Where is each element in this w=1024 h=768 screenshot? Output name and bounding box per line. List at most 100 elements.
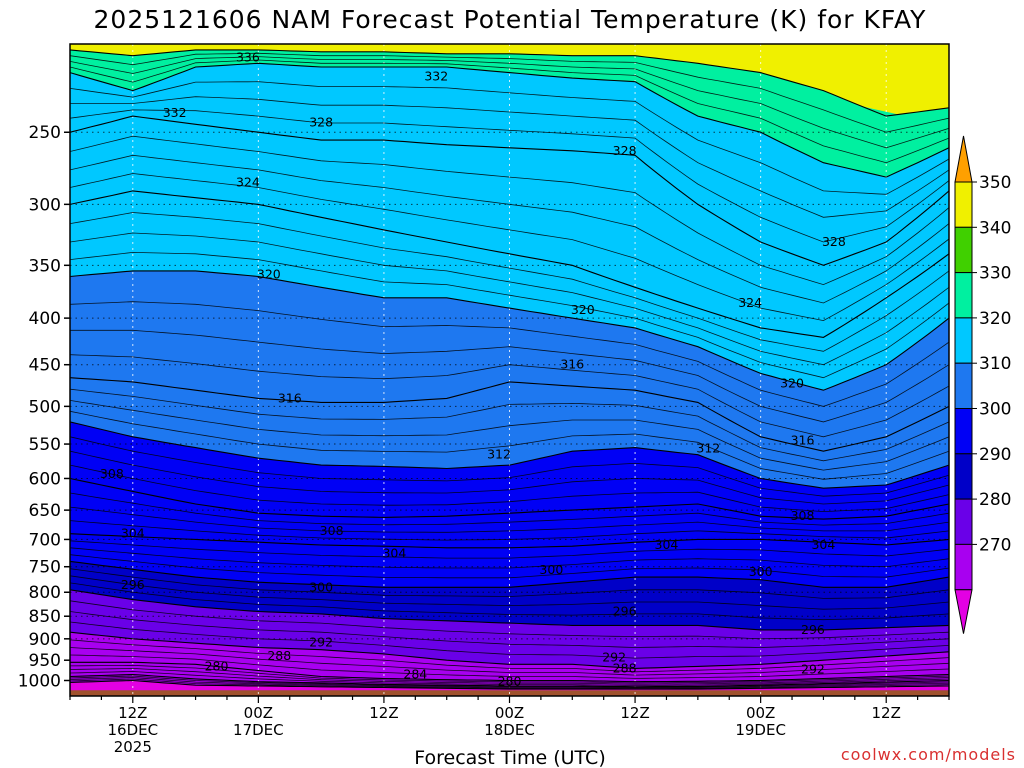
contour-label: 292 (602, 649, 626, 664)
contour-292 (70, 631, 949, 669)
contour-label: 292 (309, 634, 333, 649)
contour-minor (70, 388, 949, 462)
y-tick-label: 450 (29, 356, 61, 376)
band-fill-324 (70, 116, 949, 338)
contour-minor (70, 647, 949, 676)
contour-minor (70, 251, 949, 379)
contour-minor (70, 436, 949, 497)
contour-label: 308 (791, 508, 815, 523)
contour-minor (70, 109, 949, 243)
grid (70, 44, 949, 696)
contour-328 (70, 115, 949, 266)
contour-minor (70, 664, 949, 684)
y-tick-label: 950 (29, 651, 61, 671)
y-axis: 250 300 350 400 450 500 550 600 650 700 750 800 850 9… (18, 123, 70, 691)
contour-minor (70, 400, 949, 471)
contour-316 (70, 377, 949, 452)
contour-label: 328 (822, 234, 846, 249)
contour-minor (70, 600, 949, 640)
contour-label: 292 (801, 661, 825, 676)
contour-label: 280 (498, 674, 522, 689)
contour-label: 320 (257, 266, 281, 281)
contour-label: 320 (571, 302, 595, 317)
contour-minor (70, 582, 949, 621)
credit-link[interactable]: coolwx.com/models (841, 745, 1016, 764)
colorbar-label: 310 (979, 354, 1011, 374)
y-tick-label: 550 (29, 435, 61, 455)
contour-320 (70, 270, 949, 391)
contour-label: 336 (236, 50, 260, 65)
band-fill-328 (70, 63, 949, 266)
contour-label: 316 (278, 390, 302, 405)
contour-minor (70, 173, 949, 322)
contour-label: 332 (163, 105, 187, 120)
colorbar-label: 300 (979, 400, 1011, 420)
contour-minor (70, 464, 949, 513)
contour-label: 308 (100, 466, 124, 481)
colorbar-segment (954, 362, 973, 410)
colorbar-label: 280 (979, 490, 1011, 510)
colorbar-label: 290 (979, 445, 1011, 465)
contours (70, 49, 949, 690)
contour-minor (70, 212, 949, 352)
contour-label: 296 (801, 622, 825, 637)
y-tick-label: 250 (29, 123, 61, 143)
contour-label: 288 (267, 648, 291, 663)
contour-minor (70, 575, 949, 610)
contour-label: 300 (539, 562, 563, 577)
contour-minor (70, 677, 949, 689)
x-tick-label: 2025 (114, 738, 152, 756)
x-tick-label: 12Z (118, 704, 147, 722)
contour-label: 332 (424, 68, 448, 83)
x-tick-label: 00Z (495, 704, 524, 722)
colorbar-segment (954, 453, 973, 500)
contour-label: 296 (121, 577, 145, 592)
chart-title: 2025121606 NAM Forecast Potential Temper… (94, 5, 927, 34)
contour-304 (70, 533, 949, 549)
x-tick-label: 17DEC (233, 721, 284, 739)
contour-label: 304 (811, 537, 835, 552)
colorbar-label: 320 (979, 309, 1011, 329)
contour-minor (70, 621, 949, 659)
contour-label: 304 (655, 537, 679, 552)
x-tick-label: 16DEC (107, 721, 158, 739)
y-tick-label: 800 (29, 583, 61, 603)
band-fill-warmest (70, 44, 949, 115)
y-tick-label: 500 (29, 397, 61, 417)
contour-label: 280 (205, 658, 229, 673)
contour-label: 300 (309, 579, 333, 594)
contour-label: 304 (121, 526, 145, 541)
contour-minor (70, 52, 949, 133)
contour-minor (70, 639, 949, 673)
colorbar-segment (954, 543, 973, 591)
contour-336 (70, 49, 949, 117)
y-tick-label: 600 (29, 469, 61, 489)
contour-324 (70, 190, 949, 338)
colorbar-segment (954, 498, 973, 545)
colorbar-label: 330 (979, 264, 1011, 284)
contour-minor (70, 654, 949, 679)
contour-label: 300 (749, 564, 773, 579)
contour-minor (70, 554, 949, 579)
contour-label: 324 (738, 295, 762, 310)
contour-minor (70, 410, 949, 480)
x-tick-label: 00Z (244, 704, 273, 722)
contour-308 (70, 477, 949, 520)
contour-minor (70, 301, 949, 407)
contour-labels: 336 332 332 328 328 324 328 320 320 324 316 320 316 3… (100, 50, 846, 689)
contour-288 (70, 661, 949, 683)
band-fill-332 (70, 49, 949, 178)
contour-minor (70, 59, 949, 164)
x-tick-label: 12Z (872, 704, 901, 722)
colorbar: 350 340 330 320 310 300 290 280 270 (954, 135, 1011, 634)
y-tick-label: 1000 (18, 671, 61, 691)
y-tick-label: 350 (29, 256, 61, 276)
contour-label: 312 (696, 440, 720, 455)
contour-minor (70, 611, 949, 648)
contour-minor (70, 56, 949, 149)
contour-minor (70, 354, 949, 438)
colorbar-segment (954, 226, 973, 274)
contour-minor (70, 135, 949, 286)
contour-minor (70, 675, 949, 688)
